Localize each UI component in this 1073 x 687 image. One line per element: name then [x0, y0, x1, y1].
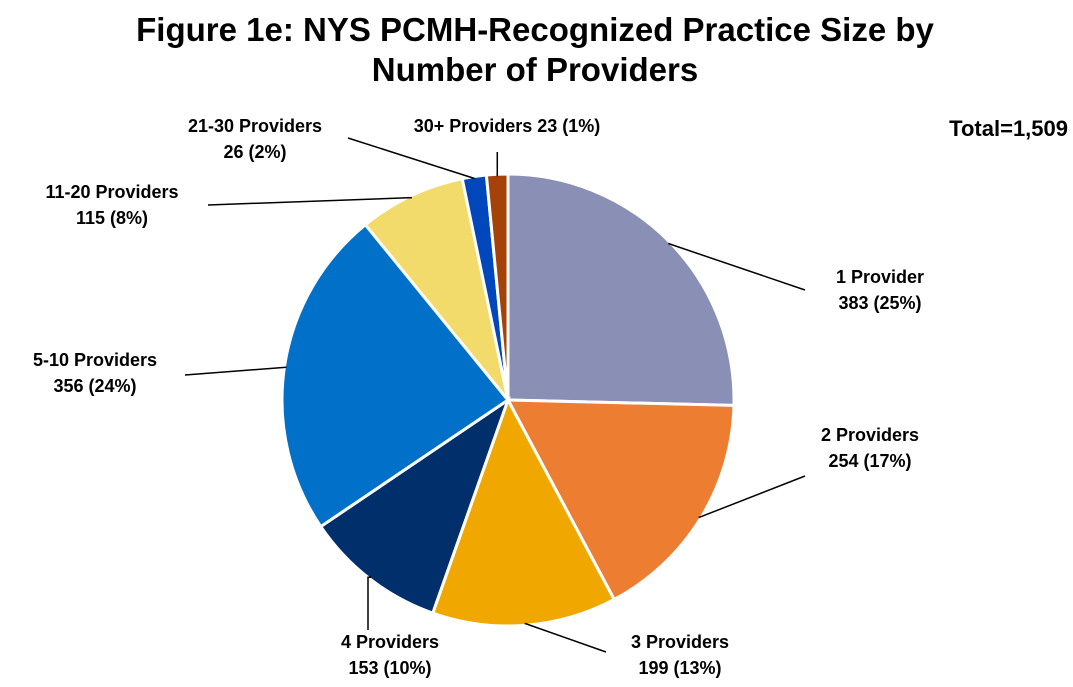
pie-slice [505, 398, 736, 602]
pie-slice [430, 396, 617, 628]
category-label: 5-10 Providers [33, 350, 157, 370]
value-label: 356 (24%) [53, 376, 136, 396]
leader-line [367, 576, 372, 630]
value-label: 383 (25%) [838, 293, 921, 313]
value-label: 23 (1%) [537, 116, 600, 136]
leader-line [347, 137, 475, 180]
slice-label: 30+ Providers 23 (1%) [414, 116, 601, 136]
value-label: 199 (13%) [638, 658, 721, 678]
value-label: 26 (2%) [223, 142, 286, 162]
leader-line [668, 242, 806, 291]
value-label: 153 (10%) [348, 658, 431, 678]
leader-line [524, 622, 607, 653]
category-label: 11-20 Providers [45, 182, 178, 202]
pie-slice [318, 396, 511, 616]
value-label: 254 (17%) [828, 451, 911, 471]
category-label: 4 Providers [341, 632, 439, 652]
category-label: 3 Providers [631, 632, 729, 652]
leader-line [184, 366, 287, 376]
value-label: 115 (8%) [76, 208, 148, 228]
pie-slice [506, 172, 736, 407]
category-label: 30+ Providers [414, 116, 533, 136]
leader-line [698, 475, 806, 519]
category-label: 2 Providers [821, 425, 919, 445]
category-label: 1 Provider [836, 267, 924, 287]
category-label: 21-30 Providers [188, 116, 322, 136]
total-annotation: Total=1,509 [949, 116, 1068, 141]
leader-line [207, 196, 412, 206]
chart-title: Figure 1e: NYS PCMH-Recognized Practice … [136, 11, 934, 88]
